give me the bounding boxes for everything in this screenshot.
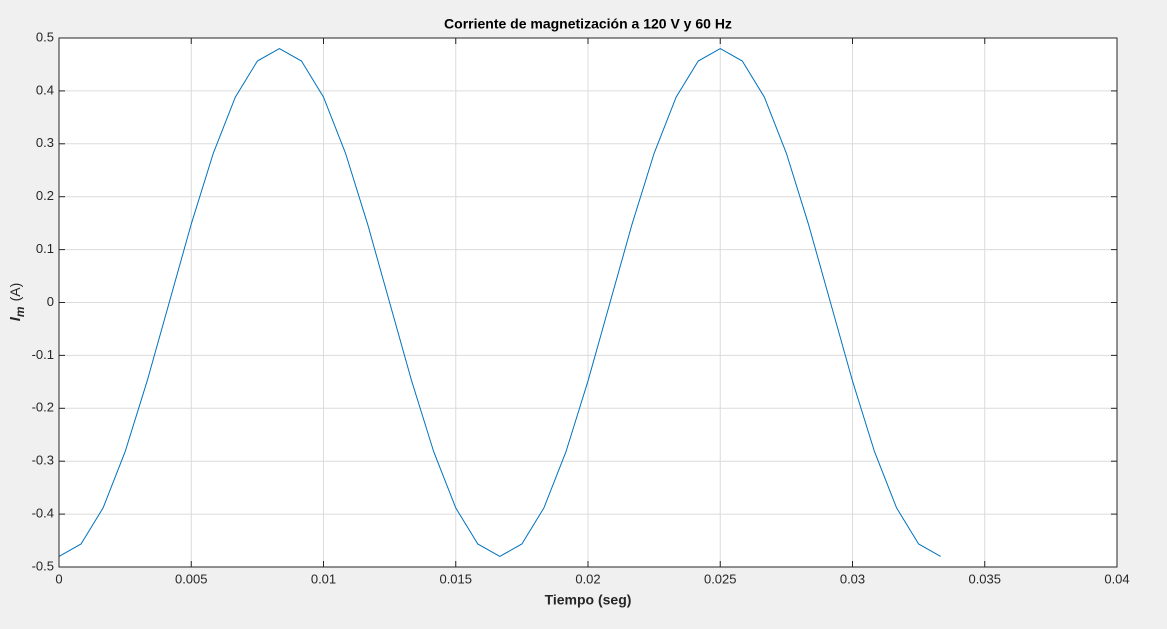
y-tick-label: 0.2 — [36, 188, 54, 203]
x-axis-label: Tiempo (seg) — [545, 592, 632, 608]
chart-title: Corriente de magnetización a 120 V y 60 … — [444, 16, 732, 32]
y-tick-label: 0 — [47, 294, 54, 309]
x-tick-label: 0.035 — [968, 571, 1001, 586]
x-tick-label: 0.015 — [439, 571, 472, 586]
x-tick-label: 0 — [55, 571, 62, 586]
y-label-subscript: m — [13, 306, 27, 317]
y-tick-label: -0.2 — [32, 400, 54, 415]
data-line — [58, 48, 941, 557]
y-tick-label: -0.3 — [32, 453, 54, 468]
y-tick-label: -0.1 — [32, 347, 54, 362]
y-label-unit: (A) — [7, 283, 23, 302]
y-tick-label: -0.5 — [32, 558, 54, 573]
y-label-symbol: I — [7, 316, 24, 321]
x-tick-label: 0.04 — [1104, 571, 1129, 586]
y-tick-label: 0.4 — [36, 82, 54, 97]
x-tick-label: 0.005 — [175, 571, 208, 586]
x-tick-label: 0.02 — [575, 571, 600, 586]
y-tick-label: 0.3 — [36, 135, 54, 150]
y-tick-label: 0.5 — [36, 29, 54, 44]
x-tick-label: 0.03 — [840, 571, 865, 586]
x-tick-label: 0.025 — [704, 571, 737, 586]
y-tick-label: -0.4 — [32, 506, 54, 521]
y-axis-label: Im (A) — [7, 283, 27, 322]
x-tick-label: 0.01 — [311, 571, 336, 586]
y-tick-label: 0.1 — [36, 241, 54, 256]
